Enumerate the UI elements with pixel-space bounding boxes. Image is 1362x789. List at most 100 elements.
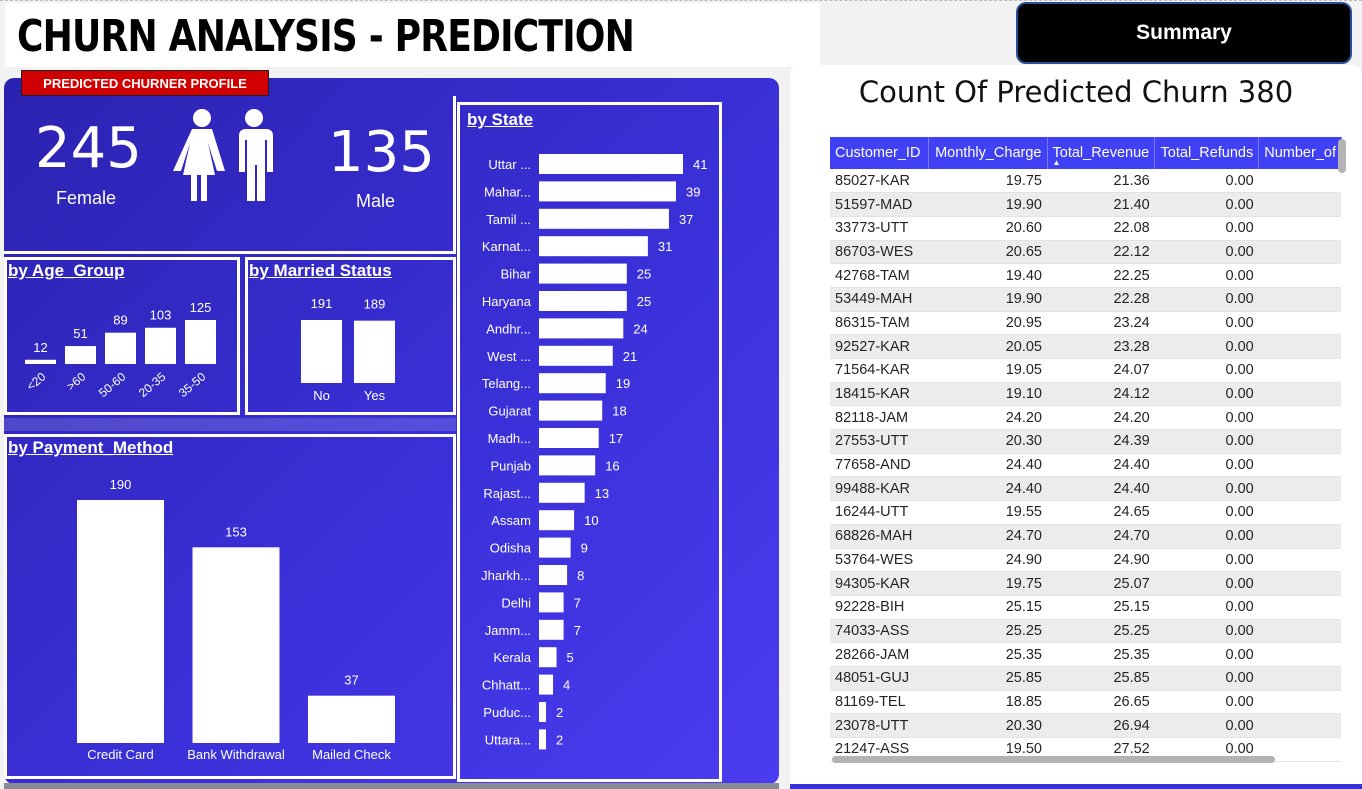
- table-row[interactable]: 82118-JAM 24.20 24.20 0.00: [830, 405, 1342, 431]
- cell-monthly-charge: 19.90: [928, 192, 1047, 217]
- table-row[interactable]: 92228-BIH 25.15 25.15 0.00: [830, 595, 1342, 620]
- column-header-total-revenue[interactable]: Total_Revenue ▲: [1047, 137, 1156, 169]
- predicted-churn-table: Customer_ID Monthly_Charge Total_Revenue…: [830, 137, 1342, 762]
- cell-monthly-charge: 19.90: [928, 287, 1047, 312]
- age-group-chart: by Age_Group 12 <20 51 >60 89 50-60 103 20-35 12…: [4, 257, 240, 415]
- cell-monthly-charge: 19.55: [928, 500, 1047, 525]
- table-row[interactable]: 92527-KAR 20.05 23.28 0.00: [830, 334, 1342, 359]
- state-value-label: 18: [612, 404, 626, 419]
- table-row[interactable]: 51597-MAD 19.90 21.40 0.00: [830, 192, 1342, 217]
- age-bar: [145, 327, 176, 364]
- cell-total-revenue: 26.94: [1047, 713, 1155, 738]
- state-value-label: 25: [637, 294, 651, 309]
- cell-monthly-charge: 20.30: [928, 429, 1047, 454]
- state-value-label: 16: [605, 458, 619, 473]
- table-row[interactable]: 16244-UTT 19.55 24.65 0.00: [830, 500, 1342, 525]
- cell-monthly-charge: 19.05: [928, 358, 1047, 383]
- table-row[interactable]: 53449-MAH 19.90 22.28 0.00: [830, 287, 1342, 312]
- cell-total-refunds: 0.00: [1154, 619, 1259, 644]
- cell-monthly-charge: 25.35: [928, 642, 1047, 667]
- cell-total-revenue: 24.40: [1047, 476, 1155, 502]
- summary-button[interactable]: Summary: [1016, 2, 1352, 64]
- table-row[interactable]: 18415-KAR 19.10 24.12 0.00: [830, 382, 1342, 407]
- age-group-title: by Age_Group: [8, 261, 125, 280]
- state-bar: [539, 510, 575, 531]
- cell-customer-id: 16244-UTT: [830, 500, 928, 525]
- column-header-customer-id[interactable]: Customer_ID: [830, 137, 929, 169]
- payment-value-label: 37: [344, 673, 358, 688]
- state-category-label: Assam: [491, 513, 531, 528]
- cell-customer-id: 86315-TAM: [830, 311, 928, 336]
- state-category-label: Puduc...: [483, 705, 531, 720]
- cell-number-of: [1258, 500, 1342, 525]
- table-row[interactable]: 77658-AND 24.40 24.40 0.00: [830, 453, 1342, 478]
- cell-total-refunds: 0.00: [1154, 500, 1259, 525]
- table-row[interactable]: 23078-UTT 20.30 26.94 0.00: [830, 713, 1342, 738]
- age-category-label: <20: [24, 369, 49, 393]
- state-category-label: Andhr...: [486, 321, 531, 336]
- cell-total-refunds: 0.00: [1154, 548, 1259, 573]
- cell-monthly-charge: 20.95: [928, 311, 1047, 336]
- state-bar: [539, 702, 547, 722]
- column-header-monthly-charge[interactable]: Monthly_Charge: [928, 137, 1048, 169]
- state-bar: [539, 565, 568, 585]
- cell-total-refunds: 0.00: [1154, 240, 1259, 265]
- married-status-plot: 191 No 189 Yes: [301, 296, 395, 403]
- age-category-label: 50-60: [96, 369, 129, 400]
- cell-total-refunds: 0.00: [1154, 405, 1259, 431]
- cell-customer-id: 53449-MAH: [830, 287, 928, 312]
- cell-monthly-charge: 25.15: [928, 595, 1047, 620]
- table-row[interactable]: 27553-UTT 20.30 24.39 0.00: [830, 429, 1342, 454]
- table-row[interactable]: 99488-KAR 24.40 24.40 0.00: [830, 476, 1342, 502]
- cell-total-refunds: 0.00: [1154, 476, 1259, 502]
- cell-customer-id: 92228-BIH: [830, 595, 928, 620]
- state-category-label: Gujarat: [488, 404, 531, 419]
- column-header-total-refunds[interactable]: Total_Refunds: [1154, 137, 1260, 169]
- state-chart: by State Uttar ... 41 Mahar... 39 Tamil ... 3…: [457, 102, 722, 782]
- table-row[interactable]: 33773-UTT 20.60 22.08 0.00: [830, 216, 1342, 241]
- column-header-number-of[interactable]: Number_of: [1258, 137, 1342, 169]
- table-row[interactable]: 28266-JAM 25.35 25.35 0.00: [830, 642, 1342, 667]
- table-vertical-scrollbar[interactable]: [1338, 139, 1346, 173]
- cell-monthly-charge: 24.40: [928, 453, 1047, 478]
- cell-monthly-charge: 20.65: [928, 240, 1047, 265]
- cell-number-of: [1258, 358, 1342, 383]
- cell-total-revenue: 25.15: [1047, 595, 1155, 620]
- table-row[interactable]: 81169-TEL 18.85 26.65 0.00: [830, 690, 1342, 715]
- cell-number-of: [1258, 619, 1342, 644]
- table-row[interactable]: 71564-KAR 19.05 24.07 0.00: [830, 358, 1342, 383]
- state-category-label: West ...: [487, 349, 531, 364]
- state-value-label: 13: [595, 486, 609, 501]
- cell-total-refunds: 0.00: [1154, 169, 1259, 194]
- table-row[interactable]: 86703-WES 20.65 22.12 0.00: [830, 240, 1342, 265]
- table-row[interactable]: 48051-GUJ 25.85 25.85 0.00: [830, 666, 1342, 691]
- age-value-label: 103: [150, 308, 172, 323]
- table-row[interactable]: 74033-ASS 25.25 25.25 0.00: [830, 619, 1342, 644]
- state-value-label: 19: [616, 376, 630, 391]
- table-row[interactable]: 86315-TAM 20.95 23.24 0.00: [830, 311, 1342, 336]
- state-bar: [539, 674, 554, 695]
- state-value-label: 7: [574, 595, 581, 610]
- sort-ascending-icon[interactable]: ▲: [1052, 158, 1061, 167]
- cell-number-of: [1258, 263, 1342, 288]
- table-row[interactable]: 68826-MAH 24.70 24.70 0.00: [830, 524, 1342, 549]
- table-row[interactable]: 94305-KAR 19.75 25.07 0.00: [830, 571, 1342, 596]
- cell-total-revenue: 23.28: [1047, 334, 1155, 359]
- state-category-label: Punjab: [491, 458, 531, 473]
- age-bar: [185, 320, 216, 364]
- state-category-label: Rajast...: [483, 486, 531, 501]
- cell-number-of: [1258, 192, 1342, 217]
- cell-monthly-charge: 19.75: [928, 169, 1047, 194]
- table-row[interactable]: 53764-WES 24.90 24.90 0.00: [830, 548, 1342, 573]
- state-value-label: 4: [563, 678, 570, 693]
- right-panel-bottom-strip: [790, 784, 1362, 789]
- cell-total-refunds: 0.00: [1154, 334, 1259, 359]
- cell-total-refunds: 0.00: [1154, 216, 1259, 241]
- table-row[interactable]: 85027-KAR 19.75 21.36 0.00: [830, 169, 1342, 194]
- table-row[interactable]: 42768-TAM 19.40 22.25 0.00: [830, 263, 1342, 288]
- female-figure-icon: [173, 109, 225, 201]
- married-status-chart: by Married Status 191 No 189 Yes: [245, 257, 456, 415]
- top-divider: [0, 0, 1362, 1]
- state-value-label: 31: [658, 239, 672, 254]
- table-horizontal-scrollbar[interactable]: [832, 756, 1275, 763]
